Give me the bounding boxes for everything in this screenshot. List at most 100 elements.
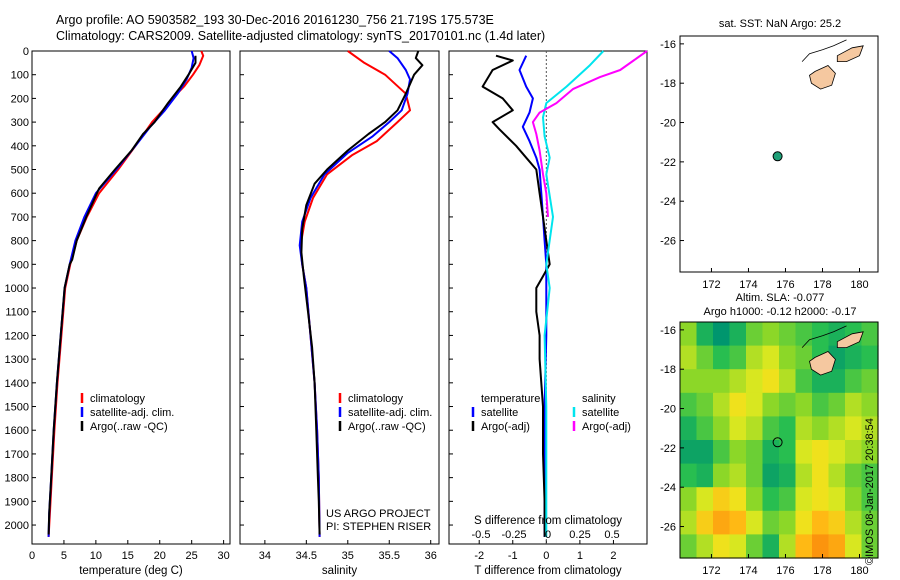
map_sla-heatmap-cell	[696, 345, 714, 370]
difference-legend-label: satellite	[481, 407, 518, 419]
temperature-legend-label: satellite-adj. clim.	[90, 407, 174, 419]
difference-series-line	[542, 50, 605, 537]
salinity-legend-label: climatology	[348, 393, 404, 405]
difference-xtick-label: 1	[577, 550, 583, 562]
map_sla-ytick-label: -24	[660, 482, 676, 494]
difference-legend-label: Argo(-adj)	[481, 421, 530, 433]
temperature-ytick-label: 300	[11, 117, 29, 129]
map_sst-ytick-label: -26	[660, 236, 676, 248]
map_sla-heatmap-cell	[861, 392, 879, 417]
map_sla-heatmap-cell	[779, 463, 797, 488]
map_sla-heatmap-cell	[812, 440, 830, 465]
map_sla-heatmap-cell	[795, 487, 813, 512]
map_sla-heatmap-cell	[729, 534, 747, 559]
map_sla-heatmap-cell	[729, 487, 747, 512]
difference-legend-header-sal: salinity	[582, 393, 616, 405]
map_sla-heatmap-cell	[729, 392, 747, 417]
map_sla-ytick-label: -16	[660, 325, 676, 337]
map_sla-heatmap-cell	[762, 440, 780, 465]
map_sla-heatmap-cell	[812, 534, 830, 559]
difference-salinity-tick-label: 0	[545, 529, 551, 541]
map_sla-ytick-label: -22	[660, 443, 676, 455]
temperature-xtick-label: 25	[186, 550, 198, 562]
map_sla-heatmap-cell	[861, 416, 879, 441]
temperature-series-line	[47, 55, 197, 535]
map_sla-heatmap-cell	[729, 463, 747, 488]
map_sla-heatmap-cell	[746, 534, 764, 559]
map_sla-heatmap-cell	[680, 463, 698, 488]
temperature-legend-label: Argo(..raw -QC)	[90, 421, 168, 433]
map_sla-heatmap-cell	[746, 345, 764, 370]
map_sla-heatmap-cell	[828, 463, 846, 488]
map_sla-heatmap-cell	[713, 322, 731, 347]
map_sla-heatmap-cell	[746, 392, 764, 417]
map_sla-xtick-label: 172	[702, 565, 720, 577]
salinity-series-line	[300, 50, 424, 535]
salinity-annotation-project: US ARGO PROJECT	[326, 508, 431, 520]
difference-legend-label: satellite	[582, 407, 619, 419]
map_sla-heatmap-cell	[812, 322, 830, 347]
salinity-xtick-label: 34.5	[296, 550, 317, 562]
map_sla-heatmap-cell	[845, 416, 863, 441]
temperature-ytick-label: 400	[11, 141, 29, 153]
map_sla-heatmap-cell	[729, 369, 747, 394]
map-sla-title-2: Argo h1000: -0.12 h2000: -0.17	[704, 306, 857, 318]
map_sla-heatmap-cell	[746, 416, 764, 441]
temperature-ytick-label: 1000	[5, 283, 29, 295]
map_sla-heatmap-cell	[812, 487, 830, 512]
salinity-plot-area	[239, 50, 440, 545]
map_sla-heatmap-cell	[680, 534, 698, 559]
map_sla-heatmap-cell	[779, 510, 797, 535]
temperature-ytick-label: 1900	[5, 496, 29, 508]
map_sla-heatmap-cell	[828, 510, 846, 535]
map_sst-argo-marker	[772, 151, 783, 162]
difference-legend-label: Argo(-adj)	[582, 421, 631, 433]
map_sla-heatmap-cell	[680, 510, 698, 535]
map_sla-heatmap-cell	[762, 322, 780, 347]
temperature-xtick-label: 30	[217, 550, 229, 562]
difference-xtick-label: 2	[610, 550, 616, 562]
map_sla-heatmap-cell	[795, 322, 813, 347]
map_sla-heatmap-cell	[696, 510, 714, 535]
map_sla-heatmap-cell	[729, 510, 747, 535]
map_sla-heatmap-cell	[729, 345, 747, 370]
temperature-ytick-label: 800	[11, 236, 29, 248]
title-line-2: Climatology: CARS2009. Satellite-adjuste…	[56, 29, 546, 43]
map_sla-heatmap-cell	[746, 510, 764, 535]
map_sla-heatmap-cell	[762, 392, 780, 417]
map_sla-xtick-label: 176	[776, 565, 794, 577]
difference-series-line	[531, 50, 648, 217]
map_sla-heatmap-cell	[746, 463, 764, 488]
map_sla-ytick-label: -18	[660, 364, 676, 376]
map_sla-heatmap-cell	[828, 487, 846, 512]
map_sla-heatmap-cell	[762, 487, 780, 512]
temperature-ytick-label: 0	[23, 46, 29, 58]
imos-timestamp: ©IMOS 08-Jan-2017 20:38:54	[864, 418, 876, 565]
map_sla-heatmap-cell	[680, 440, 698, 465]
map_sla-heatmap-cell	[812, 463, 830, 488]
map_sla-frame	[679, 321, 879, 559]
map_sla-heatmap-cell	[812, 510, 830, 535]
map_sla-heatmap-cell	[729, 322, 747, 347]
map_sst-xtick-label: 174	[739, 279, 757, 291]
salinity-legend-label: Argo(..raw -QC)	[348, 421, 426, 433]
map_sla-heatmap-cell	[696, 369, 714, 394]
map_sla-heatmap-cell	[746, 369, 764, 394]
difference-xlabel-top: S difference from climatology	[474, 515, 622, 527]
map_sla-heatmap-cell	[845, 392, 863, 417]
map_sla-heatmap-cell	[795, 416, 813, 441]
map_sla-ytick-label: -26	[660, 522, 676, 534]
map_sla-heatmap-cell	[713, 392, 731, 417]
salinity-xtick-label: 34	[259, 550, 271, 562]
map_sst-land-fiji	[836, 45, 864, 62]
difference-salinity-tick-label: -0.5	[472, 529, 491, 541]
temperature-plot-area	[31, 50, 231, 545]
map_sla-heatmap-cell	[713, 369, 731, 394]
map_sla-heatmap-cell	[762, 510, 780, 535]
map_sla-heatmap-cell	[746, 440, 764, 465]
map_sla-heatmap-cell	[861, 510, 879, 535]
salinity-xtick-label: 36	[425, 550, 437, 562]
map_sla-heatmap-cell	[812, 392, 830, 417]
map_sla-heatmap-cell	[828, 416, 846, 441]
map_sst-xtick-label: 180	[850, 279, 868, 291]
